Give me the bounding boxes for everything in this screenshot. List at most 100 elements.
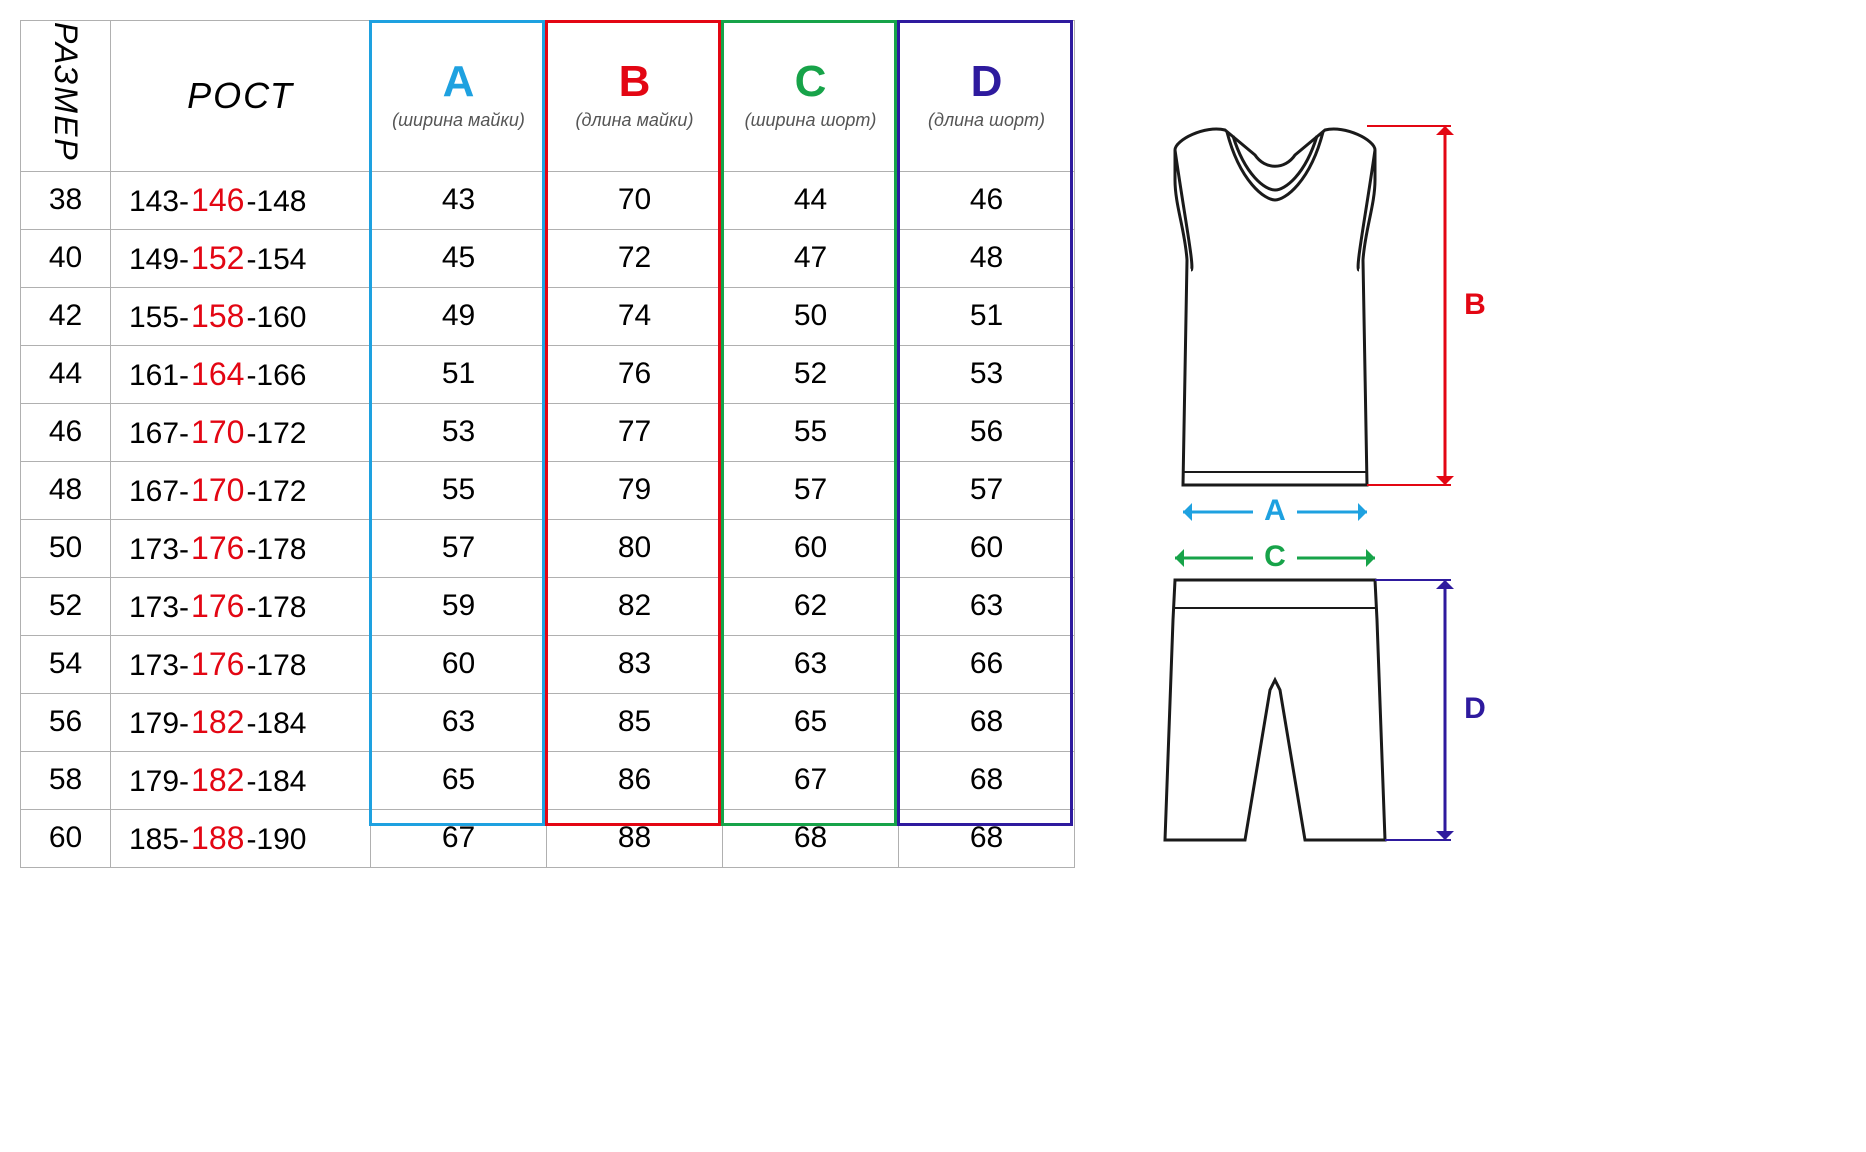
d-cell: 68 bbox=[899, 809, 1075, 867]
c-cell: 47 bbox=[723, 229, 899, 287]
d-cell: 60 bbox=[899, 519, 1075, 577]
height-cell: 173-176-178 bbox=[111, 635, 371, 693]
table-row: 42155-158-16049745051 bbox=[21, 287, 1075, 345]
header-a-letter: A bbox=[443, 57, 475, 106]
height-mid: 152 bbox=[189, 240, 246, 276]
height-cell: 173-176-178 bbox=[111, 577, 371, 635]
measurement-diagram: A B C D bbox=[1115, 20, 1515, 880]
b-cell: 88 bbox=[547, 809, 723, 867]
table-row: 44161-164-16651765253 bbox=[21, 345, 1075, 403]
b-cell: 85 bbox=[547, 693, 723, 751]
header-b: B (длина майки) bbox=[547, 21, 723, 172]
a-cell: 49 bbox=[371, 287, 547, 345]
table-body: 38143-146-1484370444640149-152-154457247… bbox=[21, 171, 1075, 867]
height-mid: 170 bbox=[189, 472, 246, 508]
a-cell: 43 bbox=[371, 171, 547, 229]
d-cell: 53 bbox=[899, 345, 1075, 403]
c-cell: 57 bbox=[723, 461, 899, 519]
b-cell: 82 bbox=[547, 577, 723, 635]
header-size: РАЗМЕР bbox=[21, 21, 111, 172]
a-cell: 63 bbox=[371, 693, 547, 751]
size-cell: 48 bbox=[21, 461, 111, 519]
b-cell: 74 bbox=[547, 287, 723, 345]
svg-text:B: B bbox=[1464, 288, 1486, 321]
header-height: РОСТ bbox=[111, 21, 371, 172]
height-cell: 143-146-148 bbox=[111, 171, 371, 229]
d-cell: 57 bbox=[899, 461, 1075, 519]
size-cell: 54 bbox=[21, 635, 111, 693]
b-cell: 72 bbox=[547, 229, 723, 287]
height-mid: 176 bbox=[189, 588, 246, 624]
d-cell: 51 bbox=[899, 287, 1075, 345]
c-cell: 67 bbox=[723, 751, 899, 809]
table-row: 52173-176-17859826263 bbox=[21, 577, 1075, 635]
header-d: D (длина шорт) bbox=[899, 21, 1075, 172]
svg-text:A: A bbox=[1264, 494, 1286, 527]
table-row: 60185-188-19067886868 bbox=[21, 809, 1075, 867]
b-cell: 80 bbox=[547, 519, 723, 577]
header-c-letter: C bbox=[795, 57, 827, 106]
diagram-svg: A B C D bbox=[1115, 120, 1515, 880]
d-cell: 46 bbox=[899, 171, 1075, 229]
height-cell: 179-182-184 bbox=[111, 751, 371, 809]
header-c-sub: (ширина шорт) bbox=[724, 110, 897, 131]
height-mid: 182 bbox=[189, 762, 246, 798]
table-row: 58179-182-18465866768 bbox=[21, 751, 1075, 809]
a-cell: 45 bbox=[371, 229, 547, 287]
height-cell: 167-170-172 bbox=[111, 461, 371, 519]
header-row: РАЗМЕР РОСТ A (ширина майки) B (длина ма… bbox=[21, 21, 1075, 172]
b-cell: 79 bbox=[547, 461, 723, 519]
header-a-sub: (ширина майки) bbox=[372, 110, 545, 131]
header-height-label: РОСТ bbox=[187, 75, 294, 116]
height-cell: 161-164-166 bbox=[111, 345, 371, 403]
svg-text:D: D bbox=[1464, 692, 1486, 725]
table-row: 40149-152-15445724748 bbox=[21, 229, 1075, 287]
b-cell: 77 bbox=[547, 403, 723, 461]
header-d-sub: (длина шорт) bbox=[900, 110, 1073, 131]
c-cell: 44 bbox=[723, 171, 899, 229]
c-cell: 52 bbox=[723, 345, 899, 403]
header-b-letter: B bbox=[619, 57, 651, 106]
size-cell: 56 bbox=[21, 693, 111, 751]
d-cell: 68 bbox=[899, 693, 1075, 751]
c-cell: 63 bbox=[723, 635, 899, 693]
height-mid: 176 bbox=[189, 530, 246, 566]
height-mid: 146 bbox=[189, 182, 246, 218]
b-cell: 70 bbox=[547, 171, 723, 229]
header-size-label: РАЗМЕР bbox=[47, 22, 84, 162]
d-cell: 48 bbox=[899, 229, 1075, 287]
height-cell: 173-176-178 bbox=[111, 519, 371, 577]
size-cell: 46 bbox=[21, 403, 111, 461]
d-cell: 56 bbox=[899, 403, 1075, 461]
a-cell: 53 bbox=[371, 403, 547, 461]
header-d-letter: D bbox=[971, 57, 1003, 106]
table-row: 50173-176-17857806060 bbox=[21, 519, 1075, 577]
size-cell: 60 bbox=[21, 809, 111, 867]
height-mid: 188 bbox=[189, 820, 246, 856]
d-cell: 63 bbox=[899, 577, 1075, 635]
height-mid: 164 bbox=[189, 356, 246, 392]
table-row: 48167-170-17255795757 bbox=[21, 461, 1075, 519]
c-cell: 62 bbox=[723, 577, 899, 635]
size-cell: 50 bbox=[21, 519, 111, 577]
size-table: РАЗМЕР РОСТ A (ширина майки) B (длина ма… bbox=[20, 20, 1075, 868]
svg-text:C: C bbox=[1264, 540, 1286, 573]
header-b-sub: (длина майки) bbox=[548, 110, 721, 131]
height-cell: 155-158-160 bbox=[111, 287, 371, 345]
height-cell: 149-152-154 bbox=[111, 229, 371, 287]
size-cell: 44 bbox=[21, 345, 111, 403]
b-cell: 86 bbox=[547, 751, 723, 809]
size-cell: 42 bbox=[21, 287, 111, 345]
a-cell: 65 bbox=[371, 751, 547, 809]
a-cell: 59 bbox=[371, 577, 547, 635]
height-mid: 182 bbox=[189, 704, 246, 740]
c-cell: 68 bbox=[723, 809, 899, 867]
c-cell: 55 bbox=[723, 403, 899, 461]
b-cell: 83 bbox=[547, 635, 723, 693]
c-cell: 65 bbox=[723, 693, 899, 751]
table-row: 56179-182-18463856568 bbox=[21, 693, 1075, 751]
c-cell: 50 bbox=[723, 287, 899, 345]
a-cell: 51 bbox=[371, 345, 547, 403]
height-cell: 167-170-172 bbox=[111, 403, 371, 461]
b-cell: 76 bbox=[547, 345, 723, 403]
